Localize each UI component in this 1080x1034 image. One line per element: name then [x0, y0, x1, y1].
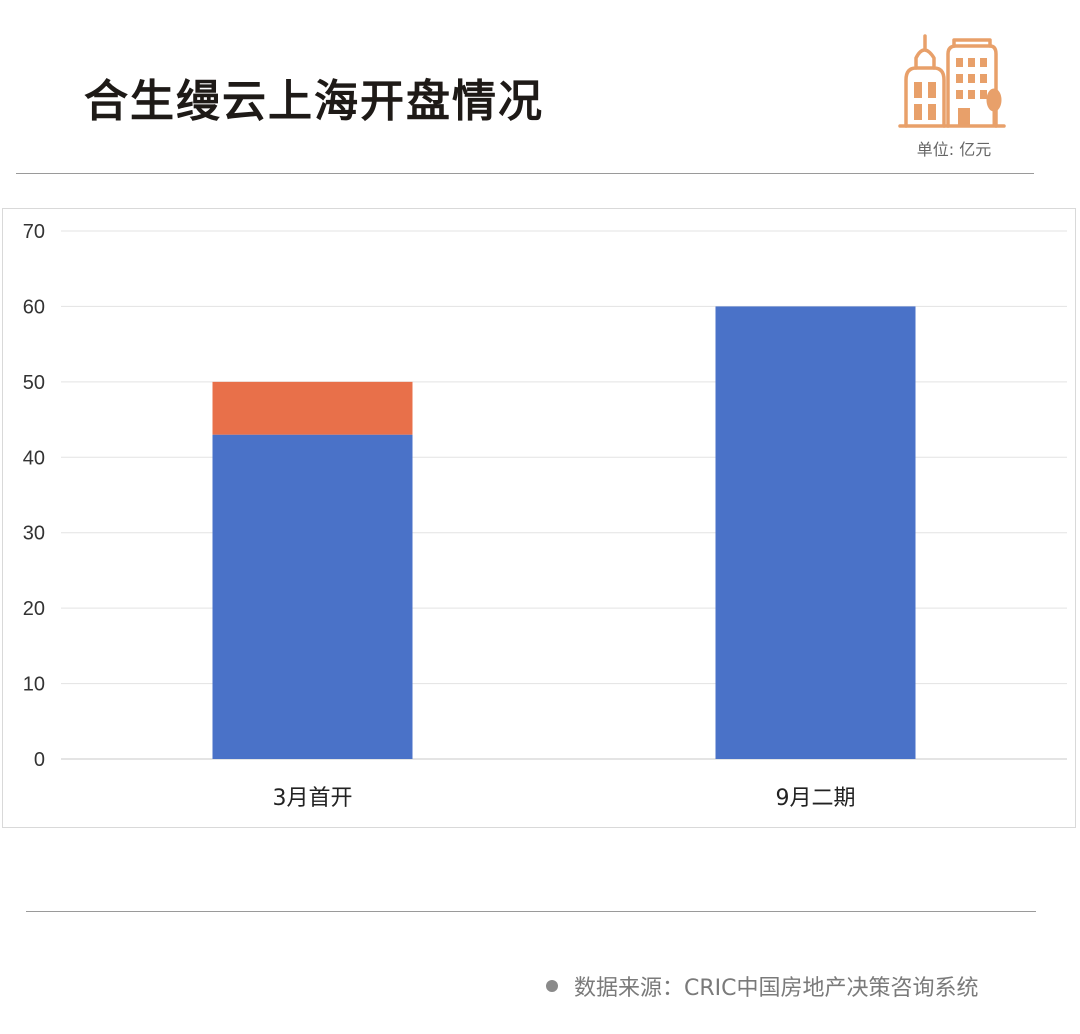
building-icon: [898, 34, 1006, 128]
unit-label: 单位: 亿元: [916, 140, 992, 159]
bar-top-segment: [212, 381, 413, 435]
page-title: 合生缦云上海开盘情况: [84, 76, 544, 127]
top-divider: [16, 173, 1034, 174]
bar-chart: 0 10 20 30 40 50 60 70 3月首开 9月二期: [23, 221, 1067, 811]
y-tick-label: 50: [23, 372, 45, 394]
y-tick-label: 0: [34, 749, 45, 771]
bullet-dot-icon: [546, 980, 558, 992]
bar-base-segment: [715, 306, 916, 759]
source-text: 数据来源：CRIC中国房地产决策咨询系统: [574, 976, 979, 1001]
y-tick-label: 10: [23, 674, 45, 696]
source-note: 数据来源：CRIC中国房地产决策咨询系统: [546, 970, 979, 1002]
chart-container: 0 10 20 30 40 50 60 70 3月首开 9月二期: [2, 208, 1076, 828]
bottom-divider: [26, 911, 1036, 912]
y-tick-label: 40: [23, 447, 45, 469]
x-tick-label: 9月二期: [776, 786, 856, 811]
y-tick-label: 20: [23, 598, 45, 620]
bar-base-segment: [212, 434, 413, 759]
x-tick-label: 3月首开: [273, 786, 353, 811]
y-tick-label: 70: [23, 221, 45, 243]
y-tick-label: 60: [23, 296, 45, 318]
y-tick-label: 30: [23, 523, 45, 545]
